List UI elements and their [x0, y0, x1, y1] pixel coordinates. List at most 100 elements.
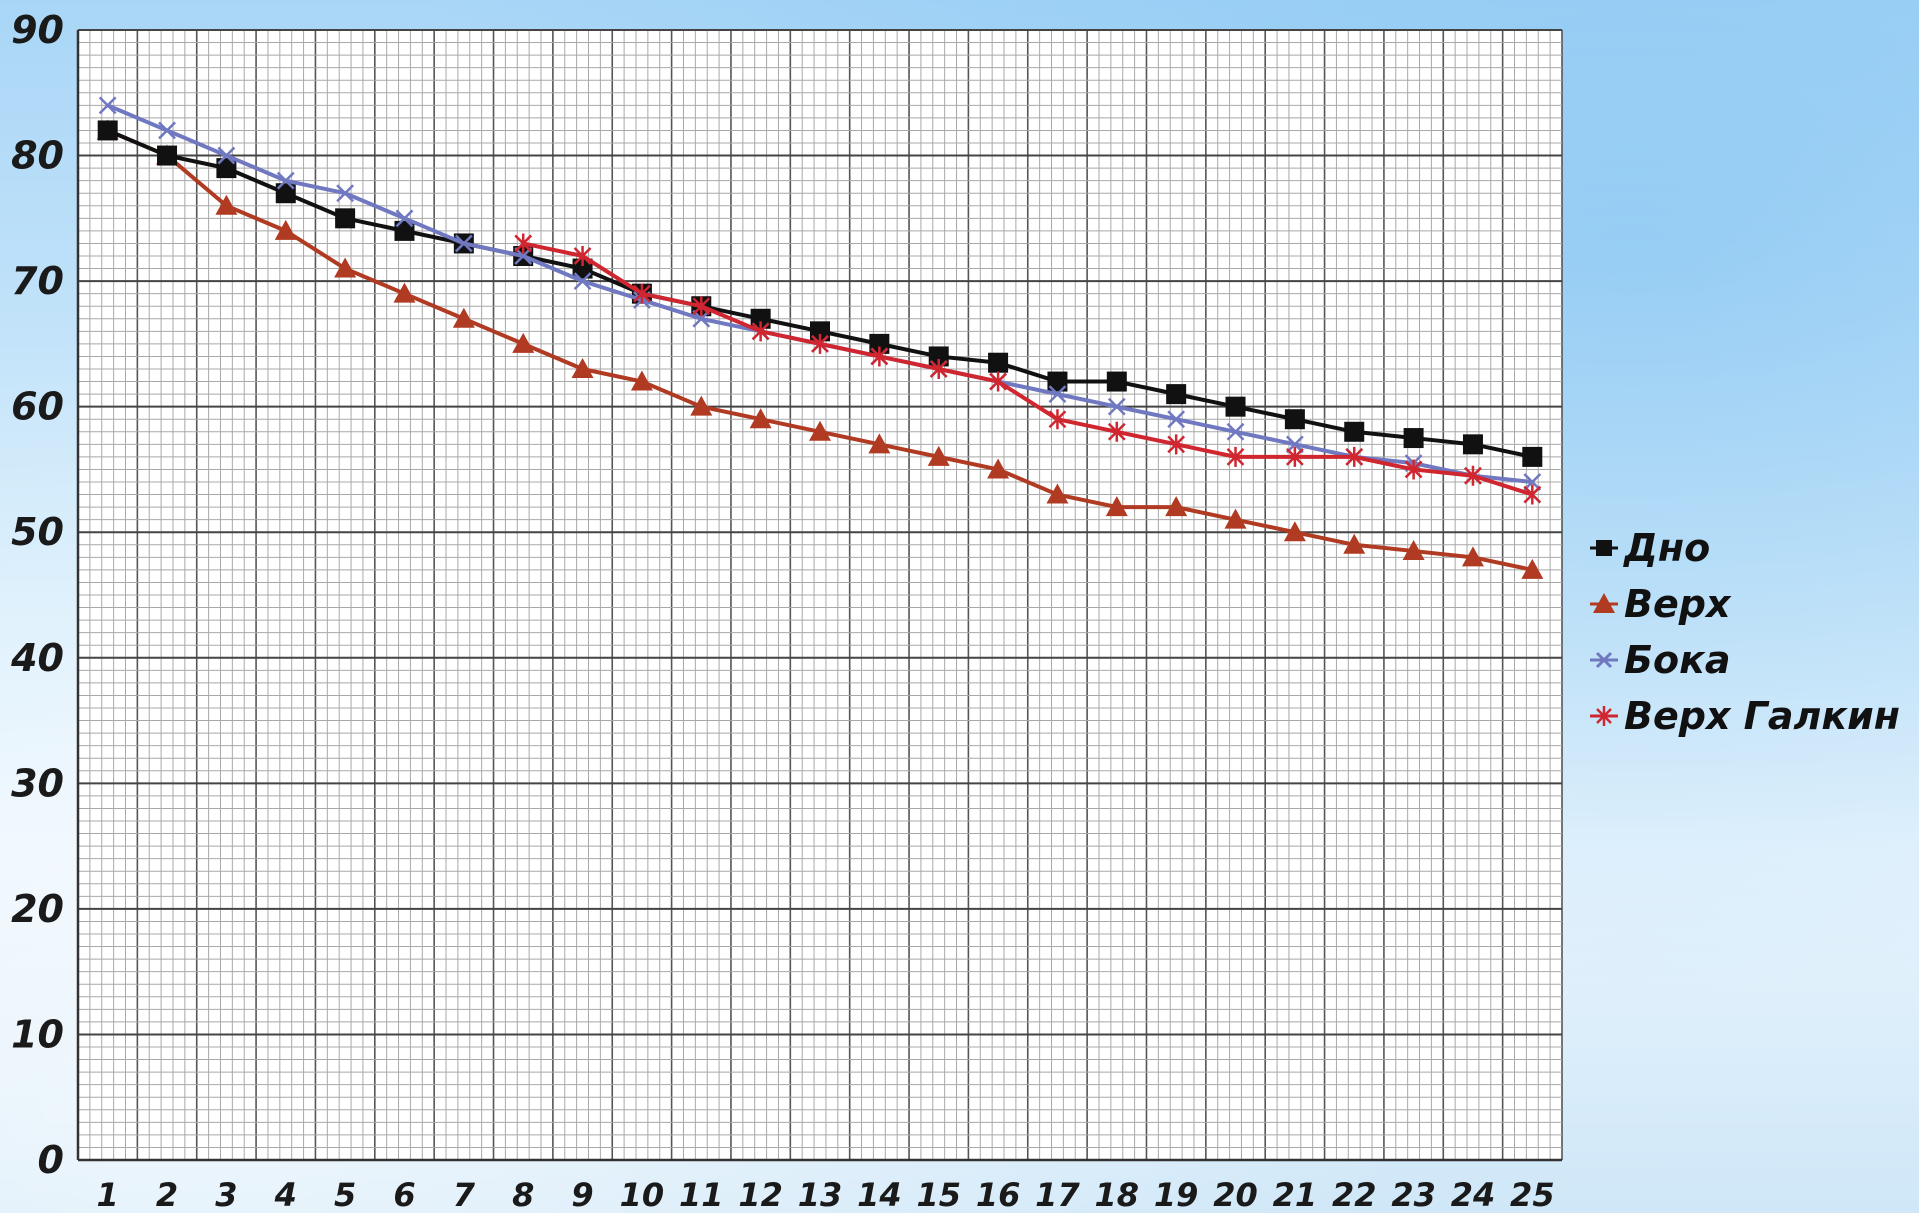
data-point — [393, 282, 416, 303]
data-point — [928, 346, 949, 367]
x-tick-label: 4 — [274, 1176, 297, 1213]
data-point — [1047, 371, 1068, 392]
y-tick-label: 90 — [11, 8, 64, 52]
legend: Дно Верх Бока Верх Галкин — [1588, 520, 1908, 744]
data-point — [1285, 446, 1304, 467]
data-point — [1464, 465, 1482, 486]
data-point — [514, 247, 533, 265]
data-point — [929, 359, 948, 379]
x-tick-label: 8 — [512, 1176, 534, 1213]
data-point — [514, 233, 533, 254]
y-tick-label: 30 — [11, 761, 64, 805]
data-point — [1226, 446, 1245, 467]
data-point — [1343, 533, 1366, 554]
data-point — [1344, 421, 1365, 442]
y-tick-label: 60 — [11, 385, 64, 429]
data-point — [274, 219, 297, 240]
x-tick-label: 17 — [1035, 1176, 1080, 1213]
data-point — [1402, 540, 1425, 561]
data-point — [1167, 410, 1186, 429]
data-point — [810, 321, 830, 342]
data-point — [1403, 428, 1424, 449]
data-point — [217, 146, 236, 165]
data-point — [988, 352, 1009, 373]
data-point — [1105, 496, 1128, 517]
y-tick-label: 20 — [11, 887, 64, 931]
data-point — [157, 145, 178, 166]
legend-label: Дно — [1624, 526, 1711, 570]
legend-marker-x-icon — [1590, 651, 1618, 669]
data-point — [1521, 558, 1544, 579]
legend-item: Бока — [1588, 632, 1908, 688]
y-tick-label: 10 — [11, 1012, 64, 1056]
legend-label: Верх Галкин — [1624, 694, 1901, 738]
data-point — [1106, 371, 1127, 392]
data-point — [987, 458, 1010, 479]
data-point — [1523, 484, 1542, 505]
x-tick-label: 3 — [215, 1176, 237, 1213]
x-tick-label: 14 — [857, 1176, 902, 1213]
data-point — [1523, 473, 1542, 491]
x-tick-label: 5 — [334, 1176, 356, 1213]
data-point — [1226, 422, 1245, 441]
y-tick-label: 40 — [10, 636, 64, 680]
data-point — [216, 158, 237, 179]
data-point — [512, 332, 535, 353]
x-tick-label: 12 — [738, 1176, 783, 1213]
legend-marker-star-icon — [1590, 706, 1618, 726]
x-tick-label: 6 — [393, 1176, 415, 1213]
data-point — [630, 370, 653, 391]
y-tick-label: 0 — [38, 1138, 64, 1182]
data-point — [811, 333, 829, 354]
data-point — [633, 283, 651, 304]
data-point — [1107, 397, 1126, 416]
data-point — [749, 408, 772, 429]
series-4 — [514, 233, 1542, 505]
data-point — [1166, 384, 1187, 405]
x-tick-label: 24 — [1451, 1176, 1496, 1213]
legend-item: Дно — [1588, 520, 1908, 576]
data-point — [1048, 409, 1067, 430]
x-tick-label: 7 — [453, 1176, 476, 1213]
data-point — [809, 420, 831, 441]
data-point — [1048, 385, 1067, 403]
x-tick-label: 10 — [620, 1176, 665, 1213]
y-tick-label: 70 — [11, 259, 64, 303]
data-point — [336, 184, 355, 203]
legend-label: Верх — [1624, 582, 1731, 626]
legend-item: Верх — [1588, 576, 1908, 632]
data-point — [692, 296, 711, 317]
data-point — [1461, 546, 1484, 567]
data-point — [1285, 435, 1304, 454]
data-point — [927, 445, 950, 466]
legend-marker-square-icon — [1590, 540, 1618, 556]
data-point — [1225, 396, 1246, 417]
x-tick-label: 16 — [976, 1176, 1021, 1213]
data-point — [572, 258, 593, 279]
axes — [76, 30, 1562, 1162]
y-tick-labels: 0 10 20 30 40 50 60 70 80 90 — [10, 8, 64, 1182]
y-tick-label: 50 — [11, 510, 64, 554]
x-tick-label: 21 — [1273, 1176, 1318, 1213]
data-point — [690, 395, 713, 416]
data-point — [750, 308, 771, 329]
data-point — [1107, 421, 1126, 442]
data-point — [335, 208, 356, 229]
data-point — [394, 220, 415, 241]
data-point — [275, 183, 296, 204]
data-point — [1167, 434, 1186, 455]
data-point — [870, 346, 889, 367]
series-group — [96, 96, 1544, 579]
data-point — [868, 433, 891, 454]
data-point — [573, 246, 592, 266]
x-tick-label: 22 — [1332, 1176, 1377, 1213]
y-tick-label: 80 — [11, 134, 64, 178]
series-1 — [97, 120, 1543, 467]
x-tick-label: 13 — [798, 1176, 843, 1213]
x-tick-label: 1 — [97, 1176, 119, 1213]
x-tick-label: 2 — [156, 1176, 178, 1213]
x-tick-label: 25 — [1510, 1176, 1555, 1213]
data-point — [869, 333, 890, 354]
data-point — [97, 120, 118, 141]
